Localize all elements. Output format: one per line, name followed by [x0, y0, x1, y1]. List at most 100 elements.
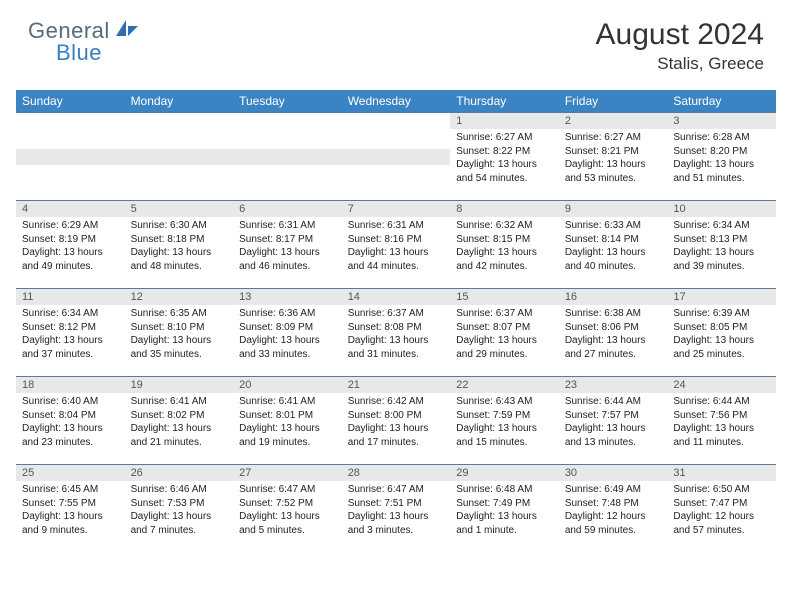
- dow-saturday: Saturday: [667, 90, 776, 113]
- sunset-line: Sunset: 8:06 PM: [565, 321, 662, 335]
- day-details: Sunrise: 6:32 AMSunset: 8:15 PMDaylight:…: [450, 217, 559, 277]
- day-number: 28: [342, 465, 451, 481]
- sunset-line: Sunset: 7:55 PM: [22, 497, 119, 511]
- sunrise-line: Sunrise: 6:33 AM: [565, 219, 662, 233]
- daylight-line: Daylight: 13 hours and 11 minutes.: [673, 422, 770, 449]
- empty-cell: [233, 113, 342, 201]
- day-cell: 9Sunrise: 6:33 AMSunset: 8:14 PMDaylight…: [559, 201, 668, 289]
- daylight-line: Daylight: 13 hours and 25 minutes.: [673, 334, 770, 361]
- day-details: Sunrise: 6:39 AMSunset: 8:05 PMDaylight:…: [667, 305, 776, 365]
- day-details: Sunrise: 6:31 AMSunset: 8:16 PMDaylight:…: [342, 217, 451, 277]
- daylight-line: Daylight: 13 hours and 51 minutes.: [673, 158, 770, 185]
- day-number: 31: [667, 465, 776, 481]
- day-cell: 8Sunrise: 6:32 AMSunset: 8:15 PMDaylight…: [450, 201, 559, 289]
- day-number: 14: [342, 289, 451, 305]
- day-cell: 16Sunrise: 6:38 AMSunset: 8:06 PMDayligh…: [559, 289, 668, 377]
- dow-tuesday: Tuesday: [233, 90, 342, 113]
- sunrise-line: Sunrise: 6:31 AM: [239, 219, 336, 233]
- daylight-line: Daylight: 13 hours and 33 minutes.: [239, 334, 336, 361]
- table-row: 18Sunrise: 6:40 AMSunset: 8:04 PMDayligh…: [16, 377, 776, 465]
- sunrise-line: Sunrise: 6:32 AM: [456, 219, 553, 233]
- sunrise-line: Sunrise: 6:30 AM: [131, 219, 228, 233]
- day-details: Sunrise: 6:30 AMSunset: 8:18 PMDaylight:…: [125, 217, 234, 277]
- day-details: Sunrise: 6:38 AMSunset: 8:06 PMDaylight:…: [559, 305, 668, 365]
- day-cell: 18Sunrise: 6:40 AMSunset: 8:04 PMDayligh…: [16, 377, 125, 465]
- sunset-line: Sunset: 8:14 PM: [565, 233, 662, 247]
- day-cell: 4Sunrise: 6:29 AMSunset: 8:19 PMDaylight…: [16, 201, 125, 289]
- day-details: Sunrise: 6:48 AMSunset: 7:49 PMDaylight:…: [450, 481, 559, 541]
- sunset-line: Sunset: 7:47 PM: [673, 497, 770, 511]
- daylight-line: Daylight: 13 hours and 37 minutes.: [22, 334, 119, 361]
- sunrise-line: Sunrise: 6:44 AM: [565, 395, 662, 409]
- day-cell: 10Sunrise: 6:34 AMSunset: 8:13 PMDayligh…: [667, 201, 776, 289]
- daylight-line: Daylight: 13 hours and 27 minutes.: [565, 334, 662, 361]
- empty-daynum: [125, 149, 234, 165]
- sunset-line: Sunset: 7:57 PM: [565, 409, 662, 423]
- sunset-line: Sunset: 7:59 PM: [456, 409, 553, 423]
- sunset-line: Sunset: 8:04 PM: [22, 409, 119, 423]
- daylight-line: Daylight: 13 hours and 7 minutes.: [131, 510, 228, 537]
- day-cell: 23Sunrise: 6:44 AMSunset: 7:57 PMDayligh…: [559, 377, 668, 465]
- day-details: Sunrise: 6:37 AMSunset: 8:08 PMDaylight:…: [342, 305, 451, 365]
- day-details: Sunrise: 6:41 AMSunset: 8:01 PMDaylight:…: [233, 393, 342, 453]
- sunset-line: Sunset: 8:17 PM: [239, 233, 336, 247]
- day-cell: 19Sunrise: 6:41 AMSunset: 8:02 PMDayligh…: [125, 377, 234, 465]
- day-number: 1: [450, 113, 559, 129]
- sunset-line: Sunset: 8:20 PM: [673, 145, 770, 159]
- day-details: Sunrise: 6:47 AMSunset: 7:52 PMDaylight:…: [233, 481, 342, 541]
- day-number: 30: [559, 465, 668, 481]
- day-details: Sunrise: 6:37 AMSunset: 8:07 PMDaylight:…: [450, 305, 559, 365]
- header: General Blue August 2024 Stalis, Greece: [0, 0, 792, 80]
- daylight-line: Daylight: 13 hours and 46 minutes.: [239, 246, 336, 273]
- sunrise-line: Sunrise: 6:46 AM: [131, 483, 228, 497]
- daylight-line: Daylight: 13 hours and 31 minutes.: [348, 334, 445, 361]
- sunset-line: Sunset: 7:53 PM: [131, 497, 228, 511]
- sunrise-line: Sunrise: 6:34 AM: [22, 307, 119, 321]
- day-number: 18: [16, 377, 125, 393]
- sunset-line: Sunset: 8:18 PM: [131, 233, 228, 247]
- day-number: 5: [125, 201, 234, 217]
- sunrise-line: Sunrise: 6:45 AM: [22, 483, 119, 497]
- sunrise-line: Sunrise: 6:47 AM: [239, 483, 336, 497]
- empty-daynum: [16, 149, 125, 165]
- day-details: Sunrise: 6:31 AMSunset: 8:17 PMDaylight:…: [233, 217, 342, 277]
- dow-wednesday: Wednesday: [342, 90, 451, 113]
- day-number: 9: [559, 201, 668, 217]
- day-number: 10: [667, 201, 776, 217]
- dow-monday: Monday: [125, 90, 234, 113]
- empty-daynum: [233, 149, 342, 165]
- sunset-line: Sunset: 7:48 PM: [565, 497, 662, 511]
- daylight-line: Daylight: 12 hours and 57 minutes.: [673, 510, 770, 537]
- daylight-line: Daylight: 13 hours and 9 minutes.: [22, 510, 119, 537]
- daylight-line: Daylight: 13 hours and 35 minutes.: [131, 334, 228, 361]
- sunrise-line: Sunrise: 6:48 AM: [456, 483, 553, 497]
- day-cell: 31Sunrise: 6:50 AMSunset: 7:47 PMDayligh…: [667, 465, 776, 553]
- calendar-body: 1Sunrise: 6:27 AMSunset: 8:22 PMDaylight…: [16, 113, 776, 553]
- sunrise-line: Sunrise: 6:34 AM: [673, 219, 770, 233]
- day-details: Sunrise: 6:33 AMSunset: 8:14 PMDaylight:…: [559, 217, 668, 277]
- day-cell: 1Sunrise: 6:27 AMSunset: 8:22 PMDaylight…: [450, 113, 559, 201]
- day-number: 2: [559, 113, 668, 129]
- day-details: Sunrise: 6:45 AMSunset: 7:55 PMDaylight:…: [16, 481, 125, 541]
- daylight-line: Daylight: 12 hours and 59 minutes.: [565, 510, 662, 537]
- sunset-line: Sunset: 8:19 PM: [22, 233, 119, 247]
- day-details: Sunrise: 6:44 AMSunset: 7:57 PMDaylight:…: [559, 393, 668, 453]
- daylight-line: Daylight: 13 hours and 53 minutes.: [565, 158, 662, 185]
- sunrise-line: Sunrise: 6:41 AM: [131, 395, 228, 409]
- sunrise-line: Sunrise: 6:38 AM: [565, 307, 662, 321]
- day-details: Sunrise: 6:36 AMSunset: 8:09 PMDaylight:…: [233, 305, 342, 365]
- location: Stalis, Greece: [596, 54, 764, 74]
- empty-daynum: [342, 149, 451, 165]
- day-number: 20: [233, 377, 342, 393]
- day-number: 22: [450, 377, 559, 393]
- sunset-line: Sunset: 8:02 PM: [131, 409, 228, 423]
- sunset-line: Sunset: 8:08 PM: [348, 321, 445, 335]
- day-details: Sunrise: 6:49 AMSunset: 7:48 PMDaylight:…: [559, 481, 668, 541]
- day-details: Sunrise: 6:35 AMSunset: 8:10 PMDaylight:…: [125, 305, 234, 365]
- logo: General Blue: [28, 18, 140, 66]
- day-cell: 30Sunrise: 6:49 AMSunset: 7:48 PMDayligh…: [559, 465, 668, 553]
- day-number: 8: [450, 201, 559, 217]
- day-number: 6: [233, 201, 342, 217]
- daylight-line: Daylight: 13 hours and 15 minutes.: [456, 422, 553, 449]
- day-cell: 14Sunrise: 6:37 AMSunset: 8:08 PMDayligh…: [342, 289, 451, 377]
